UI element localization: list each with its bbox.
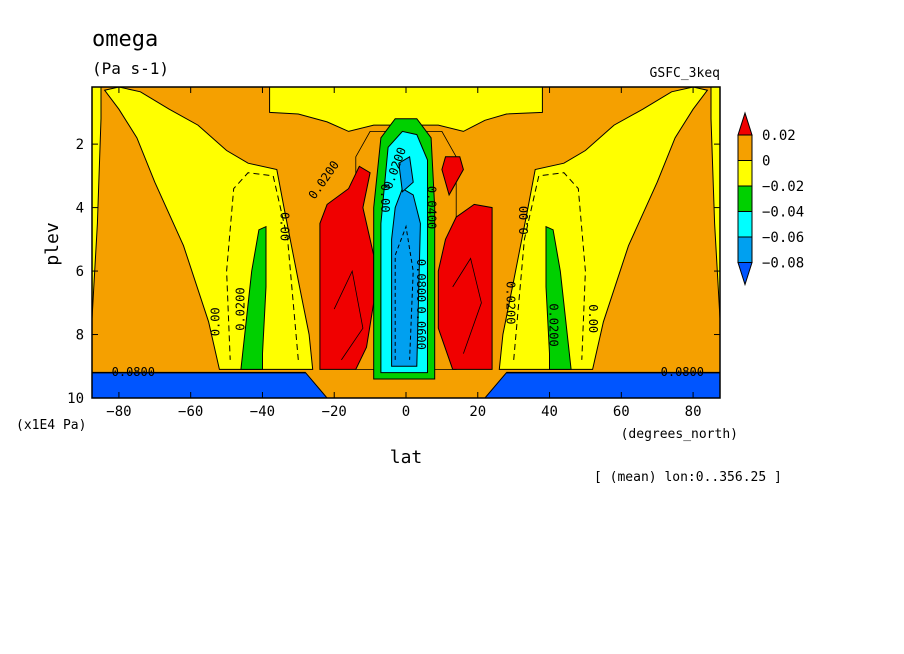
x-tick-label: −80 xyxy=(106,404,131,420)
colorbar-arrow-bottom xyxy=(737,262,753,287)
contour-label: 0.0800 xyxy=(661,365,704,379)
contour-label: 0.0200 xyxy=(504,281,518,324)
x-axis-units: (degrees_north) xyxy=(621,427,738,442)
band-yellow-top xyxy=(269,86,543,132)
contour-label: 0.0600 xyxy=(414,307,428,350)
chart-source: GSFC_3keq xyxy=(650,66,720,81)
lobe-red-north xyxy=(437,203,493,370)
x-tick-label: 0 xyxy=(402,404,410,420)
y-tick-label: 2 xyxy=(76,137,84,153)
core-lightblue-top xyxy=(398,155,414,193)
y-axis-ticks: 2 4 6 8 10 xyxy=(67,137,720,407)
footnote: [ (mean) lon:0..356.25 ] xyxy=(594,470,782,485)
contour-label: 0.0400 xyxy=(425,186,439,229)
x-tick-label: −40 xyxy=(250,404,275,420)
contour-label: 0.0800 xyxy=(112,365,155,379)
chart-units: (Pa s-1) xyxy=(92,59,169,78)
x-tick-label: 60 xyxy=(613,404,630,420)
colorbar-swatch xyxy=(737,211,753,238)
x-axis-ticks: −80 −60 −40 −20 0 20 40 60 80 xyxy=(106,87,702,420)
x-axis-label: lat xyxy=(390,447,423,468)
colorbar-label: −0.08 xyxy=(762,256,804,272)
chart-title: omega xyxy=(92,27,158,52)
y-axis-units: (x1E4 Pa) xyxy=(16,418,86,433)
contour-label: 0.0800 xyxy=(414,259,428,302)
y-tick-label: 6 xyxy=(76,264,84,280)
colorbar-swatch xyxy=(737,134,753,161)
contour-line-core xyxy=(394,224,414,360)
y-tick-label: 8 xyxy=(76,328,84,344)
contour-label: 0.0200 xyxy=(234,287,248,330)
contour-line-red-n xyxy=(452,257,482,354)
core-lightblue xyxy=(391,187,421,367)
contour-label: 0.00 xyxy=(586,304,600,333)
x-tick-label: 20 xyxy=(469,404,486,420)
colorbar-label: −0.04 xyxy=(762,205,804,221)
colorbar-arrow-top xyxy=(737,111,753,136)
x-tick-label: 40 xyxy=(541,404,558,420)
contour-line-dash-s xyxy=(226,172,299,360)
y-tick-label: 4 xyxy=(76,201,84,217)
contour-label: 0.00 xyxy=(277,212,291,241)
contour-label: 0.00 xyxy=(517,206,531,235)
x-tick-label: 80 xyxy=(685,404,702,420)
band-green-south xyxy=(240,225,267,370)
contour-label: 0.0200 xyxy=(547,303,561,346)
x-tick-label: −20 xyxy=(322,404,347,420)
contour-label: 0.00 xyxy=(208,307,222,336)
contour-line-dash-n xyxy=(513,172,586,360)
colorbar-swatch xyxy=(737,160,753,187)
contour-field xyxy=(91,86,721,399)
contour-line-red-s xyxy=(333,269,364,361)
colorbar-label: −0.06 xyxy=(762,230,804,246)
cell-red-small xyxy=(441,156,464,197)
colorbar: 0.02 0 −0.02 −0.04 −0.06 −0.08 xyxy=(737,111,804,287)
y-tick-label: 10 xyxy=(67,391,84,407)
x-tick-label: −60 xyxy=(178,404,203,420)
lobe-red-south xyxy=(319,165,375,370)
colorbar-swatch xyxy=(737,236,753,263)
colorbar-swatch xyxy=(737,185,753,212)
colorbar-label: 0 xyxy=(762,154,770,170)
contour-label: 0.00 xyxy=(378,184,392,213)
y-axis-label: plev xyxy=(42,222,63,265)
colorbar-label: −0.02 xyxy=(762,179,804,195)
band-green-north xyxy=(545,225,572,370)
colorbar-label: 0.02 xyxy=(762,128,796,144)
